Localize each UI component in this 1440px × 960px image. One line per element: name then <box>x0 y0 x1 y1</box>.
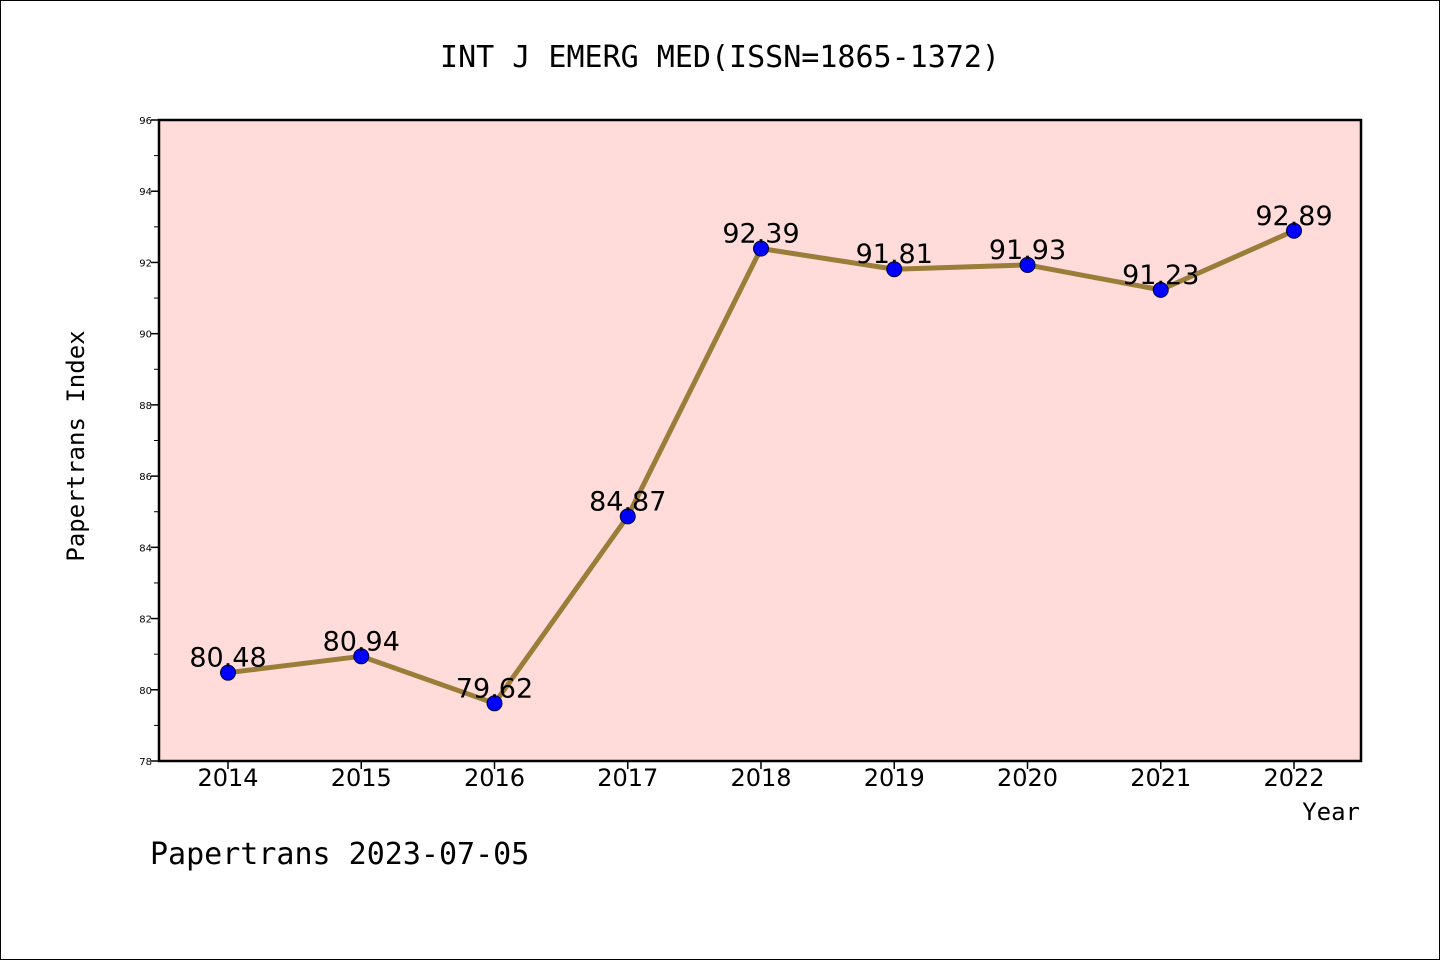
y-tick-label: 96 <box>139 116 152 127</box>
y-tick-label: 78 <box>139 757 152 768</box>
y-tick-label: 88 <box>139 401 152 412</box>
data-labels: 80.48 80.94 79.62 84.87 92.39 91.81 91.93 91.23… <box>189 201 1332 705</box>
x-axis-label: Year <box>1302 798 1360 826</box>
data-label-2015: 80.94 <box>323 626 400 657</box>
y-tick-label: 84 <box>139 543 152 554</box>
data-point-2022 <box>1286 222 1302 239</box>
data-label-2022: 92.89 <box>1255 201 1332 232</box>
y-axis: 78 80 82 84 86 88 90 92 94 96 <box>139 116 159 768</box>
x-axis: 2014 2015 2016 2017 2018 2019 2020 2021 2022 <box>197 761 1325 792</box>
data-point-2018 <box>753 240 769 257</box>
data-point-2016 <box>486 695 503 712</box>
x-tick-label: 2016 <box>464 764 525 792</box>
data-point-2017 <box>619 508 636 525</box>
x-tick-label: 2017 <box>597 764 658 792</box>
x-tick-label: 2022 <box>1263 764 1324 792</box>
y-tick-label: 80 <box>139 686 152 697</box>
y-tick-label: 90 <box>139 330 152 341</box>
x-tick-label: 2020 <box>997 764 1058 792</box>
data-label-2020: 91.93 <box>989 235 1066 266</box>
y-tick-label: 92 <box>139 258 152 269</box>
series-papertrans-index <box>220 222 1302 712</box>
x-tick-label: 2021 <box>1130 764 1191 792</box>
data-label-2017: 84.87 <box>589 486 666 517</box>
footer-date-text: Papertrans 2023-07-05 <box>150 837 529 872</box>
x-tick-label: 2019 <box>864 764 925 792</box>
y-tick-label: 86 <box>139 472 152 483</box>
x-tick-label: 2015 <box>331 764 392 792</box>
data-label-2018: 92.39 <box>722 219 799 250</box>
chart-title: INT J EMERG MED(ISSN=1865-1372) <box>440 40 1000 75</box>
data-point-2014 <box>220 664 236 681</box>
y-tick-label: 82 <box>139 615 152 626</box>
data-label-2016: 79.62 <box>456 673 533 704</box>
data-label-2014: 80.48 <box>189 643 266 674</box>
data-point-2019 <box>886 261 903 278</box>
data-point-2015 <box>353 648 370 665</box>
y-tick-label: 94 <box>139 187 152 198</box>
data-point-2020 <box>1019 256 1036 273</box>
data-point-2021 <box>1152 281 1169 298</box>
x-tick-label: 2018 <box>730 764 791 792</box>
x-tick-label: 2014 <box>197 764 258 792</box>
plot-area <box>157 118 1363 763</box>
y-axis-label: Papertrans Index <box>62 330 90 561</box>
data-label-2019: 91.81 <box>856 239 933 270</box>
data-label-2021: 91.23 <box>1122 260 1199 291</box>
